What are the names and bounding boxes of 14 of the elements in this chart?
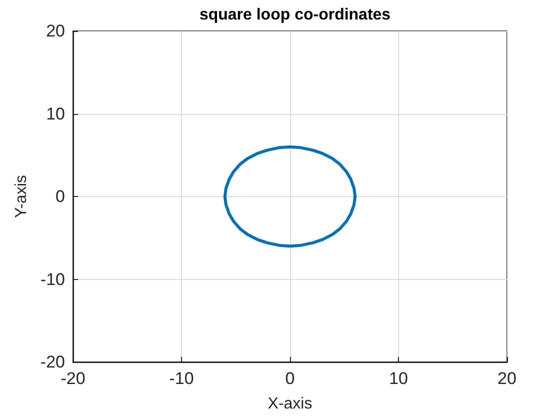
x-axis-title: X-axis	[268, 396, 312, 412]
x-tick-label: 10	[389, 369, 408, 388]
x-tick-label: -20	[60, 369, 86, 388]
y-tick-label: 20	[46, 22, 65, 40]
y-tick-label: 0	[56, 187, 65, 206]
chart-title: square loop co-ordinates	[199, 6, 391, 24]
y-tick-label: -10	[40, 270, 65, 289]
y-axis-title: Y-axis	[13, 175, 30, 218]
x-tick-label: 20	[498, 369, 516, 388]
y-tick-label: 10	[46, 104, 65, 124]
x-tick-label: -10	[169, 369, 194, 388]
line-series	[223, 145, 357, 248]
y-tick-label: -20	[40, 352, 65, 372]
x-tick-label: 0	[285, 369, 295, 388]
